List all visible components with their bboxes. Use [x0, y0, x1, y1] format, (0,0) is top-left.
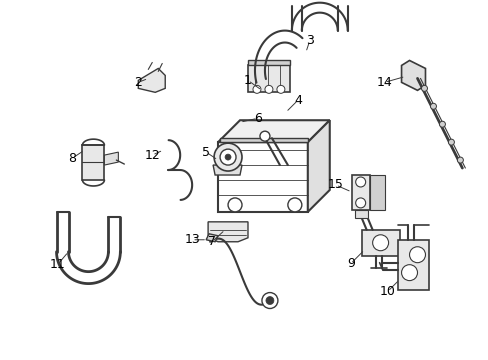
Polygon shape: [218, 142, 307, 212]
Circle shape: [287, 198, 301, 212]
Polygon shape: [247, 60, 289, 66]
Circle shape: [447, 139, 453, 145]
Circle shape: [372, 235, 388, 251]
Circle shape: [214, 143, 242, 171]
Polygon shape: [354, 210, 367, 218]
Circle shape: [262, 293, 277, 309]
Text: 4: 4: [293, 94, 301, 107]
Circle shape: [220, 149, 236, 165]
Circle shape: [276, 85, 285, 93]
Text: 15: 15: [327, 179, 343, 192]
Circle shape: [265, 297, 273, 305]
Polygon shape: [218, 120, 329, 142]
Text: 8: 8: [68, 152, 76, 165]
Text: 10: 10: [379, 285, 395, 298]
Circle shape: [224, 154, 230, 160]
Text: 11: 11: [50, 258, 65, 271]
Polygon shape: [397, 240, 428, 289]
Polygon shape: [401, 60, 425, 90]
Text: 13: 13: [184, 233, 200, 246]
Circle shape: [408, 247, 425, 263]
Text: 5: 5: [202, 145, 210, 159]
Polygon shape: [208, 222, 247, 242]
Text: 14: 14: [376, 76, 392, 89]
Polygon shape: [307, 120, 329, 212]
Text: 9: 9: [346, 257, 354, 270]
Polygon shape: [213, 165, 242, 175]
Circle shape: [227, 198, 242, 212]
Text: 2: 2: [134, 76, 142, 89]
Circle shape: [421, 85, 427, 91]
Circle shape: [355, 198, 365, 208]
Circle shape: [355, 177, 365, 187]
Circle shape: [401, 265, 417, 280]
Polygon shape: [205, 234, 218, 242]
Polygon shape: [220, 138, 307, 142]
Circle shape: [456, 157, 463, 163]
Text: 3: 3: [305, 34, 313, 47]
Text: 1: 1: [244, 74, 251, 87]
Polygon shape: [138, 68, 165, 92]
Text: 6: 6: [253, 112, 262, 125]
Text: 12: 12: [144, 149, 160, 162]
Circle shape: [260, 131, 269, 141]
Polygon shape: [247, 66, 289, 92]
Polygon shape: [361, 230, 399, 256]
Polygon shape: [351, 175, 369, 210]
Text: 7: 7: [208, 235, 216, 248]
Polygon shape: [82, 145, 104, 180]
Circle shape: [429, 103, 436, 109]
Circle shape: [252, 85, 261, 93]
Polygon shape: [104, 152, 118, 165]
Circle shape: [439, 121, 445, 127]
Polygon shape: [369, 175, 384, 210]
Circle shape: [264, 85, 272, 93]
